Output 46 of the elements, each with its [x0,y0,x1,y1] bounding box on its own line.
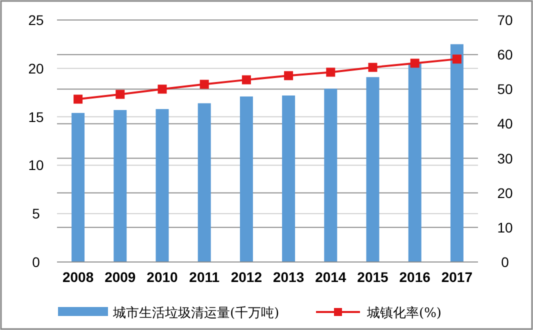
point [116,90,125,99]
point [284,71,294,80]
y2-tick-label: 60 [497,46,513,63]
point [74,94,83,104]
point [410,58,420,68]
y2-tick-label: 0 [501,254,510,270]
point [242,75,251,84]
x-tick-label: 2010 [146,269,178,285]
legend-label: 城市生活垃圾清运量(千万吨) [112,306,280,321]
y2-tick-label: 10 [497,219,513,236]
x-tick-label: 2008 [62,269,94,285]
point [452,54,462,64]
point [158,84,167,94]
y2-tick-label: 70 [497,12,513,28]
legend-label: 城镇化率(%) [366,305,442,321]
bar [240,96,253,262]
point [200,80,209,89]
x-tick-label: 2009 [104,269,136,285]
bar [156,109,169,262]
y2-tick-label: 30 [497,150,513,166]
point [326,68,336,77]
bar [408,64,422,262]
point [368,62,378,72]
x-tick-label: 2015 [357,269,389,285]
x-tick-label: 2017 [441,269,473,285]
x-tick-label: 2011 [189,269,220,285]
x-tick-label: 2013 [272,269,304,285]
x-tick-label: 2014 [315,269,346,285]
y2-tick-label: 50 [497,81,513,98]
y-tick-label: 15 [28,108,44,125]
x-tick-label: 2016 [399,269,431,285]
bar [198,103,211,262]
y-tick-label: 20 [28,60,44,76]
y2-tick-label: 40 [497,116,513,132]
bar [114,110,127,262]
y-tick-label: 25 [28,12,44,28]
bar [366,77,380,262]
bar [450,44,464,262]
bar [72,112,85,262]
bar [324,88,338,262]
y-tick-label: 0 [32,254,40,270]
x-tick-label: 2012 [230,269,262,285]
y2-tick-label: 20 [497,184,513,201]
bar [282,96,296,262]
y-tick-label: 5 [32,206,40,222]
y-tick-label: 10 [28,157,44,174]
